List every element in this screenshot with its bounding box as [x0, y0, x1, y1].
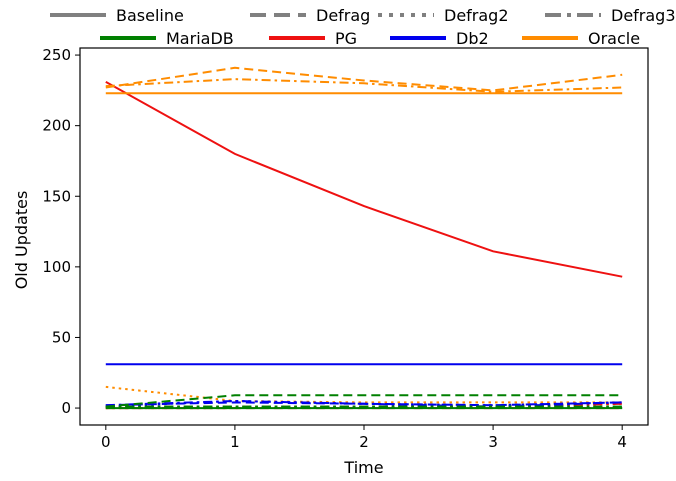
plot-lines — [105, 66, 623, 410]
y-tick-label: 0 — [61, 399, 71, 417]
series-line-pg-solid — [105, 81, 623, 278]
series-line-db2-dashdot — [105, 399, 623, 408]
series-line-oracle-dashed — [105, 66, 623, 92]
y-tick-label: 100 — [42, 258, 71, 276]
x-axis-label: Time — [343, 458, 383, 477]
x-tick-label: 2 — [359, 433, 369, 451]
legend-label-mariadb: MariaDB — [166, 29, 234, 48]
legend-label-defrag2: Defrag2 — [444, 6, 509, 25]
legend-label-defrag3: Defrag3 — [611, 6, 676, 25]
x-tick-label: 3 — [488, 433, 498, 451]
legend-label-defrag: Defrag — [316, 6, 370, 25]
y-axis-label: Old Updates — [12, 191, 31, 290]
plot-frame — [79, 47, 649, 426]
legend-label-oracle: Oracle — [588, 29, 640, 48]
y-tick-label: 250 — [42, 46, 71, 64]
legend-label-baseline: Baseline — [116, 6, 184, 25]
x-tick-label: 1 — [230, 433, 240, 451]
legend: Baseline Defrag Defrag2 Defrag3 MariaDB PG Db2… — [50, 6, 676, 48]
series-line-mariadb-dashed — [105, 394, 623, 408]
legend-label-pg: PG — [335, 29, 357, 48]
series-line-oracle-dotted — [105, 385, 623, 404]
series-line-oracle-dashdot — [105, 78, 623, 93]
legend-label-db2: Db2 — [456, 29, 489, 48]
y-axis-ticks: 0 50 100 150 200 250 — [42, 46, 80, 417]
y-tick-label: 50 — [52, 328, 71, 346]
x-tick-label: 0 — [101, 433, 111, 451]
y-tick-label: 200 — [42, 117, 71, 135]
x-axis-ticks: 0 1 2 3 4 — [101, 425, 627, 451]
y-tick-label: 150 — [42, 187, 71, 205]
x-tick-label: 4 — [617, 433, 627, 451]
